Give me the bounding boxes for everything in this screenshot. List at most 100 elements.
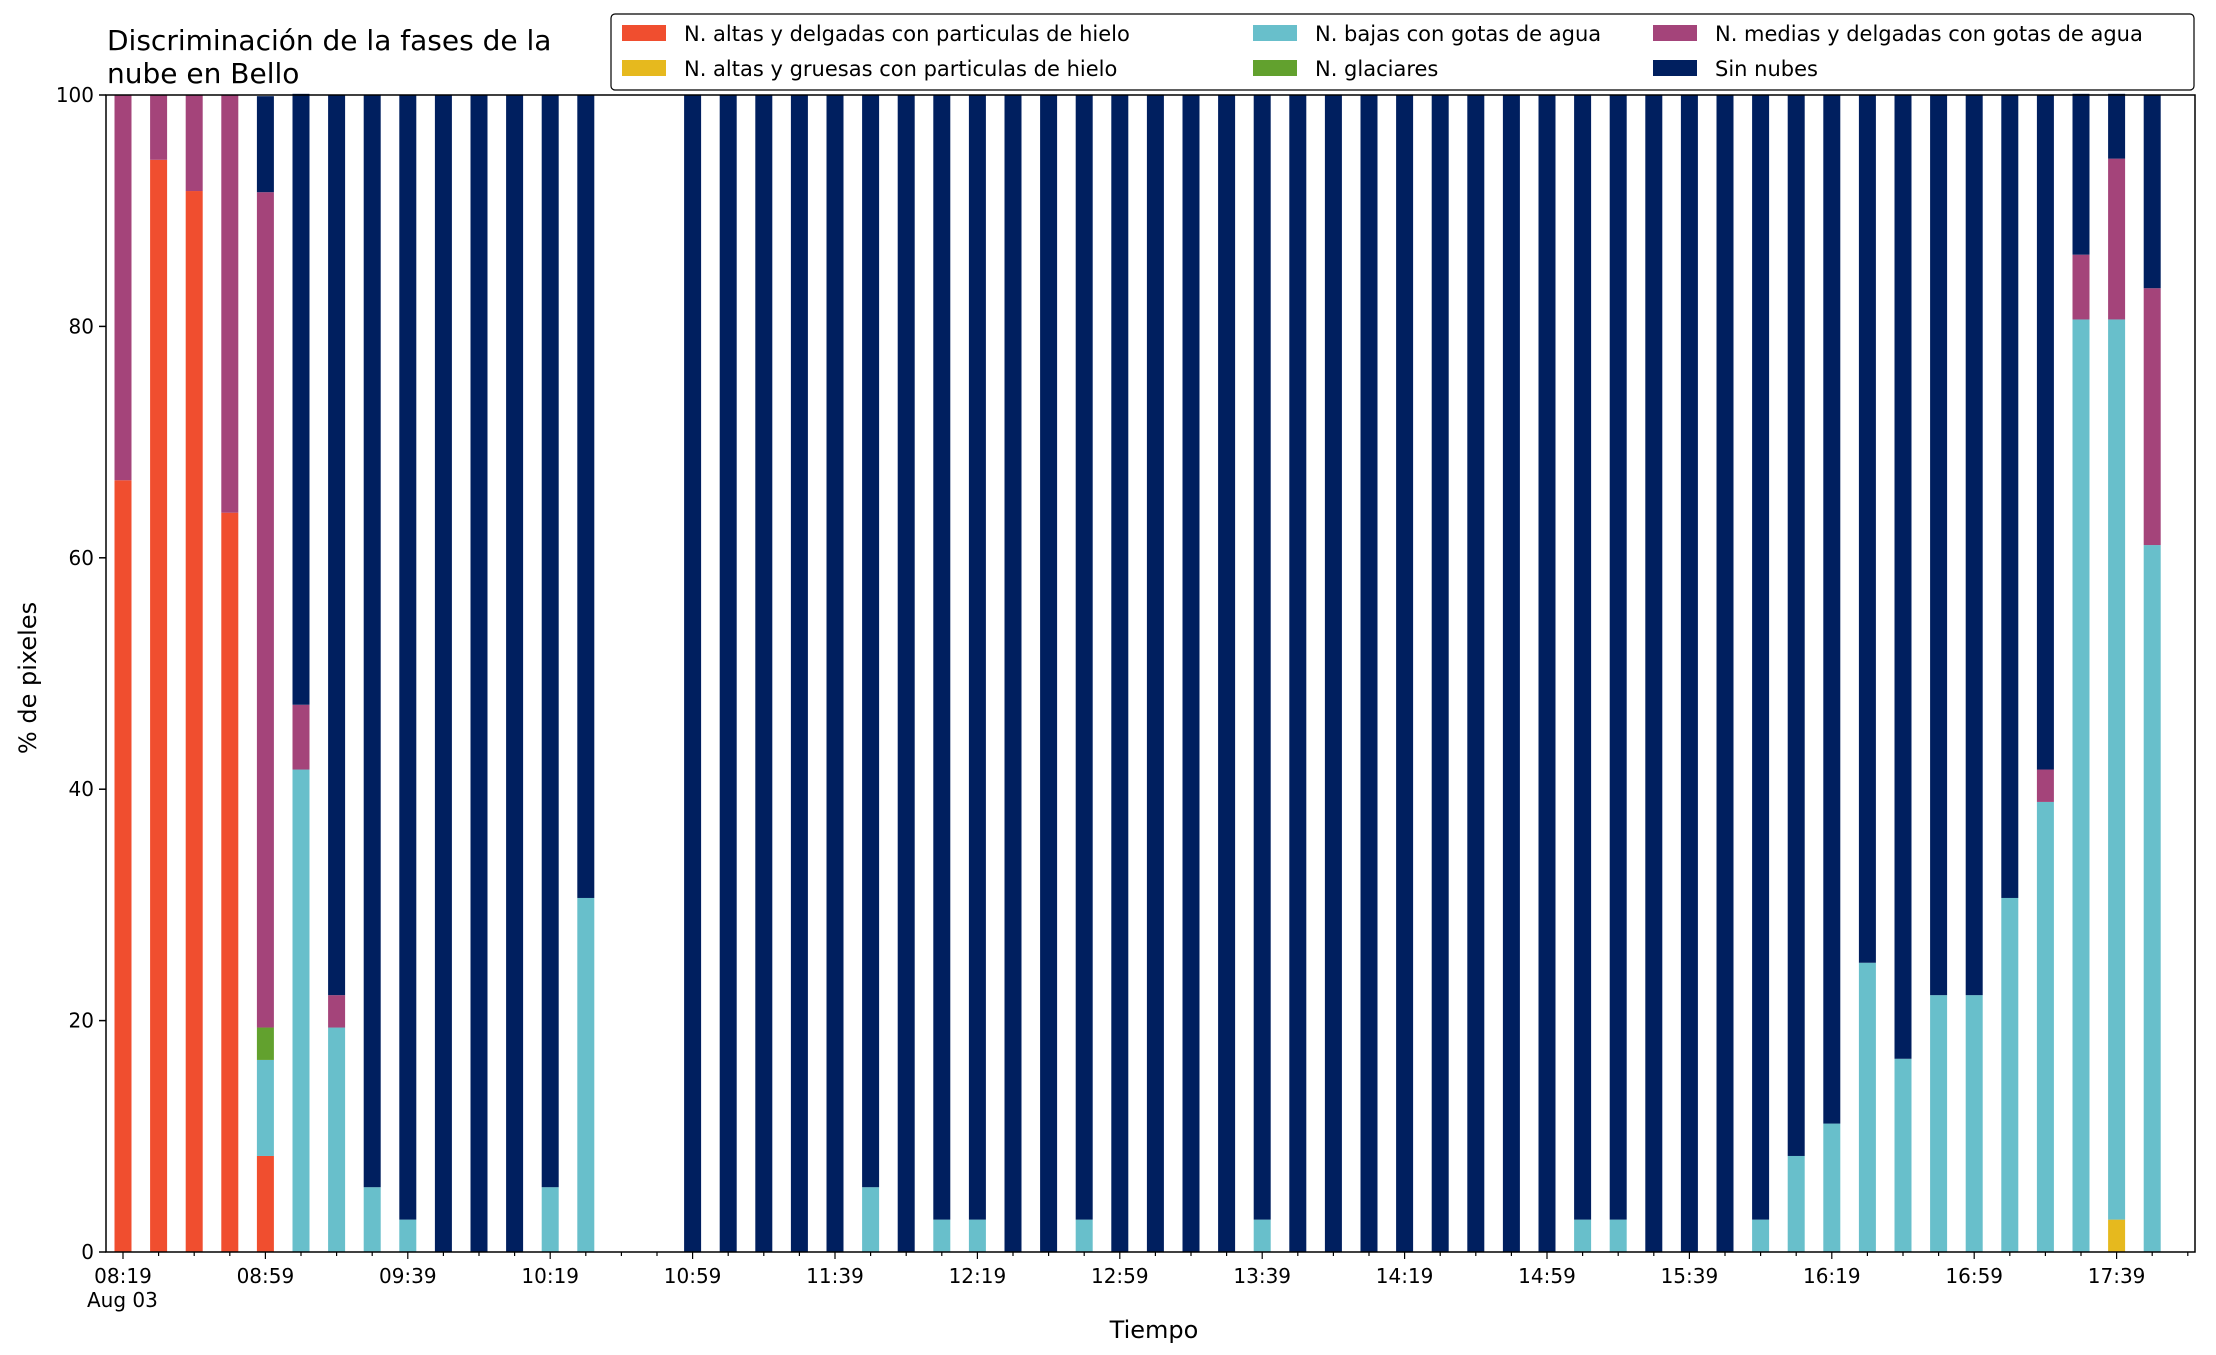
bar-segment-s2-t8	[399, 1219, 417, 1252]
bar-segment-s5-t32	[1253, 95, 1271, 1220]
x-tick-label: 10:59	[664, 1264, 722, 1288]
bar-segment-s2-t32	[1253, 1219, 1271, 1252]
bar-segment-s5-t28	[1111, 95, 1129, 1252]
bar-segment-s2-t41	[1574, 1219, 1592, 1252]
bar-segment-s5-t10	[470, 95, 488, 1252]
legend-label-3: N. glaciares	[1315, 57, 1438, 81]
bar-segment-s2-t12	[541, 1187, 559, 1252]
legend-swatch-3	[1253, 60, 1297, 76]
bar-segment-s5-t25	[1004, 95, 1022, 1252]
bar-segment-s4-t55	[2072, 254, 2090, 320]
bar-segment-s5-t5	[292, 93, 310, 705]
bar-segment-s2-t5	[292, 769, 310, 1252]
x-tick-label: 12:19	[949, 1264, 1007, 1288]
bar-segment-s5-t30	[1182, 95, 1200, 1252]
bar-segment-s5-t33	[1289, 95, 1307, 1252]
bars-layer	[114, 93, 2161, 1253]
chart-title-line1: Discriminación de la fases de la	[107, 24, 551, 57]
bar-segment-s5-t35	[1360, 95, 1378, 1252]
bar-segment-s2-t4	[256, 1059, 274, 1156]
bar-segment-s4-t1	[150, 95, 168, 160]
bar-segment-s5-t17	[719, 95, 737, 1252]
x-tick-label: 12:59	[1091, 1264, 1149, 1288]
bar-segment-s5-t41	[1574, 95, 1592, 1220]
legend-label-1: N. altas y gruesas con particulas de hie…	[684, 57, 1117, 81]
bar-segment-s5-t6	[328, 95, 346, 996]
x-axis-label: Tiempo	[1109, 1316, 1199, 1344]
x-tick-label: 16:59	[1945, 1264, 2003, 1288]
x-tick-label: 14:19	[1376, 1264, 1434, 1288]
bar-segment-s0-t0	[114, 480, 132, 1252]
x-tick-label: 08:59	[237, 1264, 295, 1288]
bar-segment-s5-t21	[862, 95, 880, 1188]
bar-segment-s5-t53	[2001, 95, 2019, 898]
bar-segment-s5-t23	[933, 95, 951, 1220]
legend-swatch-4	[1653, 25, 1697, 41]
y-tick-label: 100	[56, 83, 94, 107]
bar-segment-s4-t0	[114, 95, 132, 481]
bar-segment-s2-t23	[933, 1219, 951, 1252]
bar-segment-s5-t13	[577, 95, 595, 898]
bar-segment-s5-t40	[1538, 95, 1556, 1252]
x-tick-label: 14:59	[1518, 1264, 1576, 1288]
bar-segment-s2-t47	[1787, 1155, 1805, 1252]
bar-segment-s4-t57	[2143, 288, 2161, 546]
bar-segment-s2-t46	[1752, 1219, 1770, 1252]
chart-title-line2: nube en Bello	[107, 57, 299, 90]
bar-segment-s5-t43	[1645, 95, 1663, 1252]
bar-segment-s5-t18	[755, 95, 773, 1252]
bar-segment-s5-t38	[1467, 95, 1485, 1252]
x-tick-label: 08:19	[94, 1264, 152, 1288]
bar-segment-s5-t44	[1680, 95, 1698, 1252]
bar-segment-s1-t56	[2108, 1219, 2126, 1252]
bar-segment-s2-t53	[2001, 897, 2019, 1252]
x-tick-label: 11:39	[806, 1264, 864, 1288]
bar-segment-s5-t49	[1858, 95, 1876, 963]
legend-label-5: Sin nubes	[1715, 57, 1818, 81]
bar-segment-s5-t46	[1752, 95, 1770, 1220]
x-tick-label: 15:39	[1661, 1264, 1719, 1288]
bar-segment-s5-t52	[1965, 95, 1983, 996]
bar-segment-s5-t48	[1823, 95, 1841, 1124]
bar-segment-s5-t56	[2108, 93, 2126, 159]
bar-segment-s2-t6	[328, 1027, 346, 1252]
legend-label-4: N. medias y delgadas con gotas de agua	[1715, 22, 2143, 46]
bar-segment-s5-t34	[1324, 95, 1342, 1252]
legend-box	[610, 13, 2195, 91]
bar-segment-s5-t51	[1930, 95, 1948, 996]
bar-segment-s2-t7	[363, 1187, 381, 1252]
bar-segment-s2-t21	[862, 1187, 880, 1252]
bar-segment-s2-t54	[2036, 801, 2054, 1252]
bar-segment-s2-t57	[2143, 545, 2161, 1252]
bar-segment-s2-t27	[1075, 1219, 1093, 1252]
y-tick-label: 80	[69, 314, 94, 338]
bar-segment-s4-t54	[2036, 769, 2054, 802]
y-tick-label: 40	[69, 777, 94, 801]
bar-segment-s4-t5	[292, 704, 310, 770]
y-tick-label: 0	[81, 1240, 94, 1264]
bar-segment-s5-t42	[1609, 95, 1627, 1220]
bar-segment-s0-t1	[150, 159, 168, 1252]
bar-segment-s4-t56	[2108, 158, 2126, 320]
y-tick-label: 20	[69, 1009, 94, 1033]
bar-segment-s5-t27	[1075, 95, 1093, 1220]
bar-segment-s5-t22	[897, 95, 915, 1252]
x-tick-label: 10:19	[521, 1264, 579, 1288]
bar-segment-s2-t50	[1894, 1058, 1912, 1252]
bar-segment-s5-t57	[2143, 95, 2161, 289]
bar-segment-s5-t39	[1502, 95, 1520, 1252]
bar-segment-s4-t4	[256, 192, 274, 1028]
bar-segment-s2-t48	[1823, 1123, 1841, 1252]
legend-label-2: N. bajas con gotas de agua	[1315, 22, 1601, 46]
bar-segment-s5-t29	[1146, 95, 1164, 1252]
x-tick-label: 17:39	[2088, 1264, 2146, 1288]
y-axis: 0 20 40 60 80 100	[56, 83, 106, 1264]
bar-segment-s5-t11	[506, 95, 524, 1252]
x-axis-date-label: Aug 03	[87, 1288, 158, 1312]
bar-segment-s4-t6	[328, 995, 346, 1028]
bar-segment-s3-t4	[256, 1027, 274, 1060]
legend-swatch-2	[1253, 25, 1297, 41]
bar-segment-s5-t9	[434, 95, 452, 1252]
bar-segment-s2-t52	[1965, 995, 1983, 1252]
legend: N. altas y delgadas con particulas de hi…	[610, 13, 2195, 91]
